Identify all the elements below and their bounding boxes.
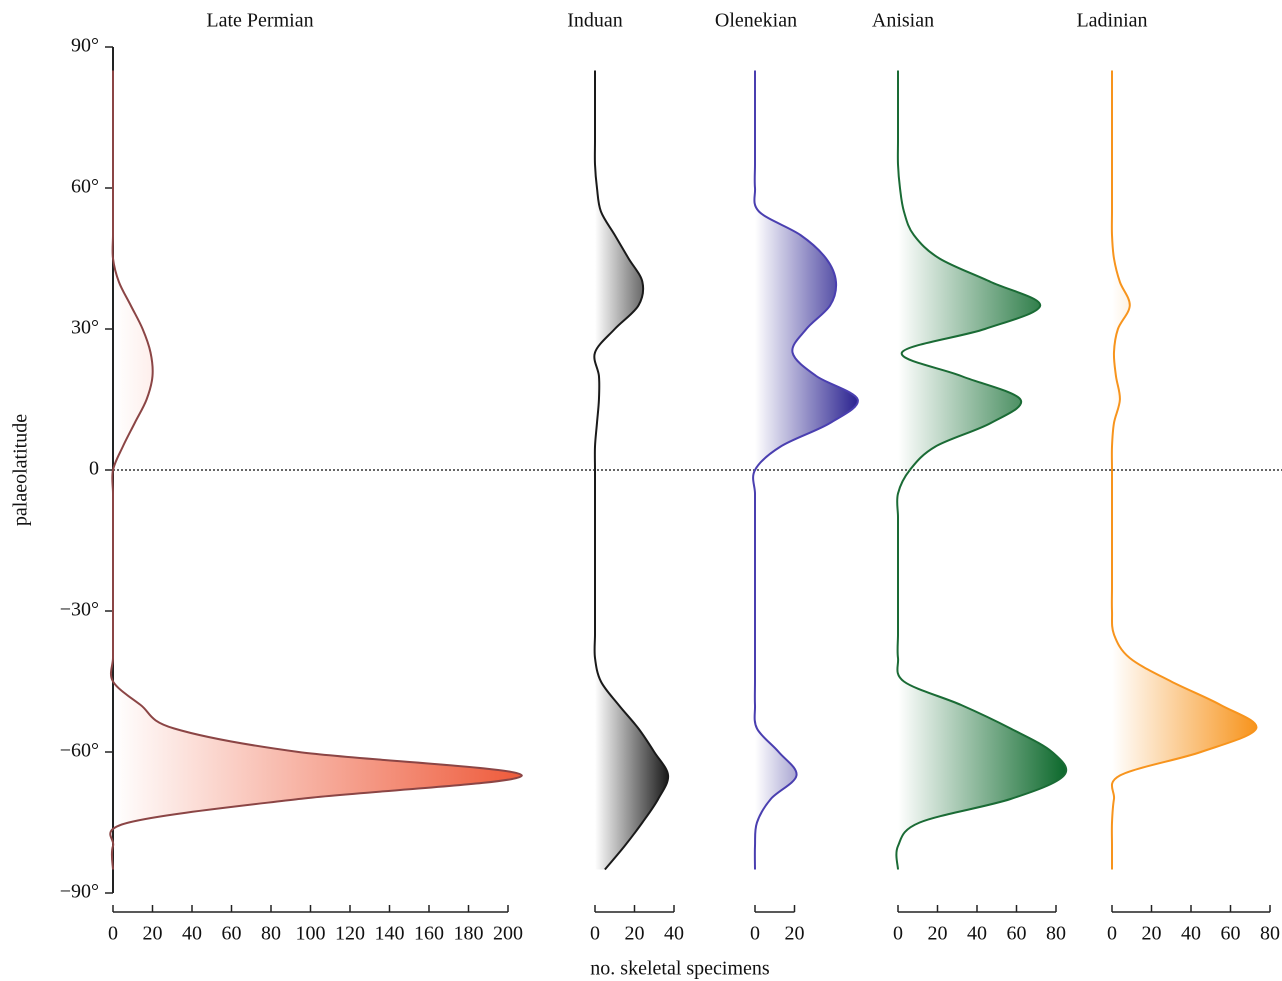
x-axis-label: no. skeletal specimens — [590, 958, 770, 980]
y-tick-label: −60° — [60, 740, 99, 762]
x-tick-label: 0 — [108, 923, 118, 945]
y-tick-label: 30° — [71, 317, 99, 339]
x-tick-label: 200 — [493, 923, 523, 945]
density-line — [895, 70, 1068, 870]
x-tick-label: 160 — [414, 923, 444, 945]
density-line — [593, 70, 670, 871]
x-tick-label: 60 — [1007, 923, 1027, 945]
x-tick-label: 80 — [261, 923, 281, 945]
density-area — [594, 70, 669, 870]
x-tick-label: 40 — [182, 923, 202, 945]
y-tick-label: −30° — [60, 599, 99, 621]
density-area — [896, 70, 1067, 870]
density-area — [110, 70, 522, 870]
y-tick-label: 60° — [71, 176, 99, 198]
y-tick-label: −90° — [60, 881, 99, 903]
panel-title: Induan — [567, 10, 623, 32]
panel-title: Anisian — [872, 10, 934, 32]
x-tick-label: 140 — [375, 923, 405, 945]
x-tick-label: 60 — [222, 923, 242, 945]
density-line — [1110, 70, 1258, 870]
x-tick-label: 20 — [928, 923, 948, 945]
panel-title: Late Permian — [206, 10, 313, 32]
x-tick-label: 20 — [143, 923, 163, 945]
x-tick-label: 20 — [625, 923, 645, 945]
x-tick-label: 40 — [1181, 923, 1201, 945]
x-tick-label: 120 — [335, 923, 365, 945]
y-tick-label: 90° — [71, 35, 99, 57]
x-tick-label: 20 — [1142, 923, 1162, 945]
x-tick-label: 0 — [893, 923, 903, 945]
y-axis-label: palaeolatitude — [10, 414, 32, 526]
x-tick-label: 0 — [590, 923, 600, 945]
x-tick-label: 20 — [785, 923, 805, 945]
panel-title: Ladinian — [1076, 10, 1147, 32]
x-tick-label: 60 — [1221, 923, 1241, 945]
density-line — [109, 70, 523, 870]
x-tick-label: 80 — [1046, 923, 1066, 945]
x-tick-label: 100 — [296, 923, 326, 945]
x-tick-label: 40 — [967, 923, 987, 945]
x-tick-label: 80 — [1260, 923, 1280, 945]
y-tick-label: 0 — [89, 458, 99, 480]
density-line — [752, 70, 859, 870]
x-tick-label: 180 — [454, 923, 484, 945]
x-tick-label: 0 — [1107, 923, 1117, 945]
x-tick-label: 0 — [750, 923, 760, 945]
x-tick-label: 40 — [664, 923, 684, 945]
density-area — [753, 70, 858, 870]
panel-title: Olenekian — [715, 10, 797, 32]
